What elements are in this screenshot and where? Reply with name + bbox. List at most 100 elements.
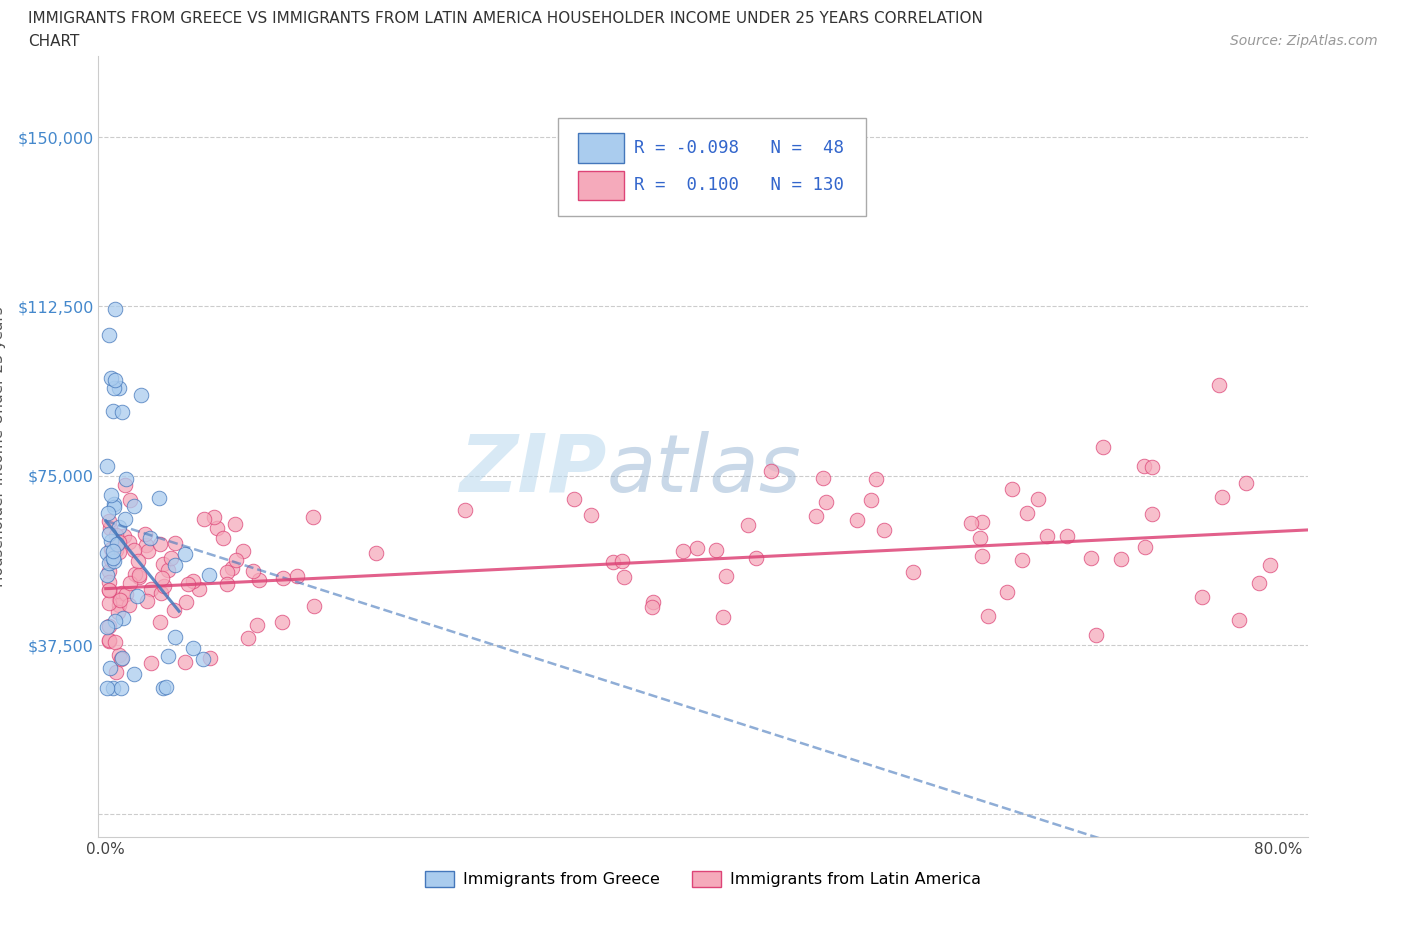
Point [1011,552,1033,567]
Point [135,538,157,552]
Point [96,619,118,634]
Point [127,589,149,604]
Point [96,681,118,696]
Point [97,506,120,521]
Point [301,509,323,524]
Point [1015,506,1038,521]
Point [1227,612,1250,627]
Point [139,656,162,671]
Point [97,596,120,611]
Point [103,497,125,512]
Point [124,566,146,581]
Point [366,545,388,560]
Point [711,609,734,624]
Point [155,680,177,695]
Point [108,591,131,606]
Point [114,478,136,493]
Point [105,543,128,558]
Point [118,535,141,550]
Y-axis label: Householder Income Under 25 years: Householder Income Under 25 years [0,306,6,587]
Point [579,508,602,523]
Text: Source: ZipAtlas.com: Source: ZipAtlas.com [1230,34,1378,48]
Point [108,545,131,560]
Point [115,587,138,602]
Point [111,651,134,666]
Point [118,598,141,613]
Point [98,661,121,676]
Point [173,655,195,670]
Point [174,547,197,562]
Point [960,515,983,530]
Point [118,492,141,507]
Point [970,548,993,563]
Point [977,608,1000,623]
FancyBboxPatch shape [578,170,624,200]
Point [814,495,837,510]
Point [97,632,120,647]
Point [97,514,120,529]
Point [215,576,238,591]
Point [104,664,127,679]
Point [1234,476,1257,491]
Point [97,574,120,589]
Point [104,614,127,629]
Point [104,301,127,316]
Point [97,526,120,541]
Point [242,564,264,578]
Point [685,540,707,555]
Point [1092,440,1115,455]
Text: IMMIGRANTS FROM GREECE VS IMMIGRANTS FROM LATIN AMERICA HOUSEHOLDER INCOME UNDER: IMMIGRANTS FROM GREECE VS IMMIGRANTS FRO… [28,11,983,26]
Point [995,584,1018,599]
Point [110,651,132,666]
Point [107,535,129,550]
Point [174,595,197,610]
Point [101,551,124,565]
Point [181,641,204,656]
Point [969,530,991,545]
Point [103,380,125,395]
Point [149,615,172,630]
Point [737,518,759,533]
Point [108,597,131,612]
Point [1026,492,1049,507]
FancyBboxPatch shape [558,118,866,216]
Point [193,512,215,526]
Point [128,569,150,584]
Point [107,605,129,620]
Point [152,681,174,696]
Point [1036,529,1059,544]
Point [221,561,243,576]
Point [105,527,128,542]
Text: atlas: atlas [606,431,801,509]
Point [231,544,253,559]
Point [98,328,121,343]
Point [96,567,118,582]
Point [139,530,162,545]
Point [207,521,229,536]
Point [122,542,145,557]
Point [211,531,233,546]
Point [96,458,118,473]
Point [176,577,198,591]
Point [150,570,173,585]
Point [714,569,737,584]
Point [1056,529,1078,544]
Point [224,517,246,532]
Point [1109,551,1132,566]
Point [285,569,308,584]
Text: R =  0.100   N = 130: R = 0.100 N = 130 [634,176,844,193]
Point [101,681,124,696]
Point [643,595,665,610]
Point [1208,378,1230,392]
Point [1135,540,1157,555]
Point [98,521,121,536]
Point [181,574,204,589]
Point [972,514,994,529]
FancyBboxPatch shape [578,133,624,163]
Point [153,578,176,593]
Point [225,553,247,568]
Point [1191,590,1213,604]
Point [215,565,238,579]
Point [157,563,180,578]
Point [1247,576,1270,591]
